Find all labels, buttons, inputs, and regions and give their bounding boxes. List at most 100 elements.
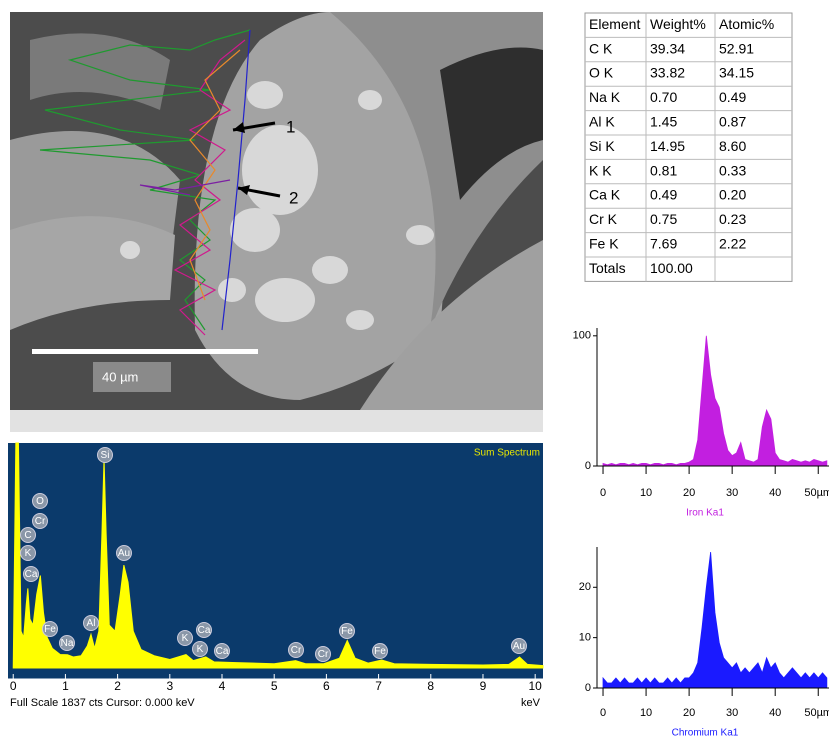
peak-label: Ca — [25, 569, 38, 580]
peak-label: Fe — [341, 626, 353, 637]
peak-badge — [196, 622, 212, 638]
peak-label: K — [182, 633, 189, 644]
table-cell: 0.49 — [719, 89, 746, 105]
table-cell: 0.33 — [719, 162, 746, 178]
peak-label: Si — [101, 450, 110, 461]
y-tick-label: 100 — [573, 330, 591, 342]
peak-label: Fe — [44, 624, 56, 635]
scale-bar-label: 40 µm — [102, 369, 138, 384]
peak-badge — [32, 513, 48, 529]
sem-image: 1 2 40 µm — [10, 12, 543, 432]
table-cell: 0.49 — [650, 187, 677, 203]
x-axis-label: keV — [521, 697, 541, 709]
marker-label: 1 — [286, 117, 295, 136]
spectrum-area — [12, 442, 544, 669]
table-cell: 0.70 — [650, 89, 677, 105]
series-caption: Chromium Ka1 — [672, 728, 739, 738]
spectrum-chart: 0 1 2 3 4 5 6 7 8 9 10 Sum Spectrum Full Scale 1837 … — [8, 442, 544, 709]
x-tick-label: 20 — [683, 487, 695, 499]
peak-label: K — [25, 548, 32, 559]
table-cell: Na K — [589, 89, 621, 105]
y-tick-label: 20 — [579, 581, 591, 593]
x-tick-label: 1 — [62, 679, 69, 693]
table-cell: 0.23 — [719, 211, 746, 227]
peak-badge — [42, 621, 58, 637]
peak-badge — [315, 646, 331, 662]
table-cell: 14.95 — [650, 138, 685, 154]
table-cell: Ca K — [589, 187, 621, 203]
x-tick-label: 3 — [166, 679, 173, 693]
peak-label: C — [24, 530, 31, 541]
peak-label: Fe — [374, 646, 386, 657]
peak-badge — [59, 635, 75, 651]
peak-label: O — [36, 496, 44, 507]
x-tick-label: 9 — [480, 679, 487, 693]
x-tick-label: 10 — [640, 487, 652, 499]
x-tick-label: 0 — [10, 679, 17, 693]
table-cell: Fe K — [589, 236, 619, 252]
peak-label: Cr — [291, 645, 302, 656]
y-tick-label: 10 — [579, 632, 591, 644]
footer: Full Scale 1837 cts Cursor: 0.000 keV — [10, 697, 195, 709]
x-tick-label: 10 — [640, 707, 652, 719]
peak-badge — [23, 566, 39, 582]
x-tick-label: 30 — [726, 707, 738, 719]
table-header: Atomic% — [719, 16, 774, 32]
table-cell: Totals — [589, 260, 626, 276]
table-cell: 8.60 — [719, 138, 746, 154]
peak-badge — [177, 630, 193, 646]
table-cell: 39.34 — [650, 40, 685, 56]
peak-label: Au — [513, 641, 525, 652]
table-cell: Si K — [589, 138, 615, 154]
table-cell: 0.75 — [650, 211, 677, 227]
table-cell: 52.91 — [719, 40, 754, 56]
table-cell: 33.82 — [650, 65, 685, 81]
peak-badge — [511, 638, 527, 654]
series-caption: Iron Ka1 — [686, 508, 724, 519]
table-cell: Cr K — [589, 211, 618, 227]
peak-badge — [83, 615, 99, 631]
peak-badge — [192, 641, 208, 657]
x-tick-label: 2 — [114, 679, 121, 693]
table-cell: 0.81 — [650, 162, 677, 178]
x-tick-label: 8 — [427, 679, 434, 693]
table-cell: 34.15 — [719, 65, 754, 81]
peak-badge — [20, 527, 36, 543]
data-table: Element Weight% Atomic% C K 39.34 52.91 O K 33.… — [584, 12, 793, 282]
x-tick-label: 4 — [219, 679, 226, 693]
peak-badge — [372, 643, 388, 659]
peak-badge — [20, 545, 36, 561]
x-tick-label: 30 — [726, 487, 738, 499]
peak-label: Cr — [35, 516, 46, 527]
linescan-area — [602, 335, 828, 467]
chromium-linescan: Chromium Ka1 0 10 20 0 10 20 30 40 50µm — [579, 547, 829, 739]
table-cell: O K — [589, 65, 614, 81]
x-tick-label: 50µm — [804, 707, 829, 719]
peak-badge — [339, 623, 355, 639]
table-cell: C K — [589, 40, 613, 56]
x-tick-label: 40 — [769, 707, 781, 719]
x-tick-label: 40 — [769, 487, 781, 499]
table-cell: 1.45 — [650, 114, 677, 130]
peak-badge — [288, 642, 304, 658]
peak-label: K — [197, 644, 204, 655]
x-tick-label: 5 — [271, 679, 278, 693]
peak-badge — [97, 447, 113, 463]
x-tick-label: 0 — [600, 707, 606, 719]
x-tick-label: 7 — [375, 679, 382, 693]
peak-badge — [32, 493, 48, 509]
peak-label: Al — [87, 618, 96, 629]
peak-label: Na — [61, 638, 74, 649]
linescan-area — [602, 551, 828, 689]
peak-badge — [116, 545, 132, 561]
table-cell: 0.87 — [719, 114, 746, 130]
peak-badge — [214, 643, 230, 659]
table-cell: 2.22 — [719, 236, 746, 252]
peak-label: Cr — [318, 649, 329, 660]
table-cell: Al K — [589, 114, 615, 130]
x-tick-label: 6 — [323, 679, 330, 693]
x-tick-label: 10 — [528, 679, 542, 693]
table-cell: 100.00 — [650, 260, 693, 276]
